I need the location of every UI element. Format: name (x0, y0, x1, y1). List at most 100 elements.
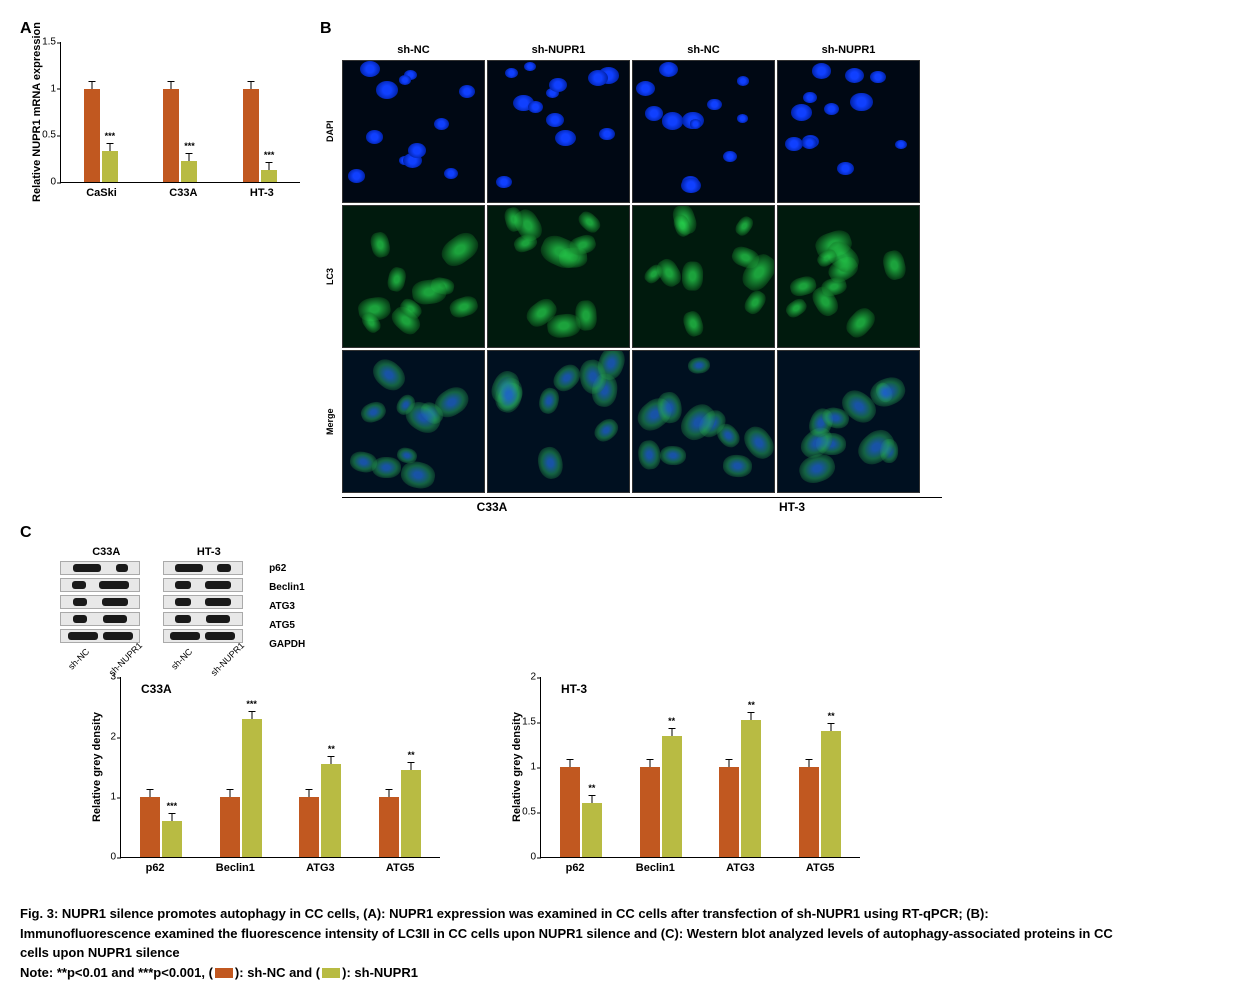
panel-a-ylabel: Relative NUPR1 mRNA expression (31, 22, 43, 202)
bar-group: *** (243, 42, 277, 182)
bar (243, 89, 259, 182)
bar (299, 797, 319, 857)
blot-row (60, 595, 153, 609)
bar: ** (401, 770, 421, 857)
blot-band (170, 632, 200, 640)
ytick: 2 (511, 672, 536, 683)
bar: *** (181, 161, 197, 182)
blot-band (102, 598, 128, 606)
bar-group: ** (799, 677, 841, 857)
microscopy-image (342, 205, 485, 348)
micro-row-label: LC3 (320, 205, 340, 348)
bar: ** (741, 720, 761, 857)
bar-group: *** (84, 42, 118, 182)
bar (379, 797, 399, 857)
figure-3: A Relative NUPR1 mRNA expression 00.511.… (20, 20, 1222, 982)
error-bar (809, 759, 810, 767)
protein-label: Beclin1 (269, 580, 305, 596)
blot-band (205, 632, 235, 640)
bar-group: ** (719, 677, 761, 857)
blot-row (163, 595, 256, 609)
error-bar (269, 162, 270, 170)
ytick: 1 (511, 762, 536, 773)
protein-label: ATG3 (269, 599, 305, 615)
western-blot: C33Ash-NCsh-NUPR1HT-3sh-NCsh-NUPR1 p62Be… (60, 546, 1222, 667)
blot-row (60, 612, 153, 626)
significance-marker: *** (167, 801, 178, 811)
microscopy-image (342, 60, 485, 203)
error-bar (591, 795, 592, 803)
error-bar (751, 712, 752, 720)
panel-b-cell-lines: C33A HT-3 (342, 497, 942, 514)
blot-strip (163, 595, 243, 609)
significance-marker: ** (588, 783, 595, 793)
microscopy-image (487, 205, 630, 348)
bar (220, 797, 240, 857)
blot-band (68, 632, 98, 640)
panel-c: C C33Ash-NCsh-NUPR1HT-3sh-NCsh-NUPR1 p62… (20, 524, 1222, 874)
error-bar (569, 759, 570, 767)
microscopy-image (487, 350, 630, 493)
ytick: 2 (91, 732, 116, 743)
bar: *** (261, 170, 277, 182)
bar-group: ** (560, 677, 602, 857)
chart-ht3-area: HT-3 Relative grey density 00.511.52****… (540, 677, 860, 858)
xlabel: ATG3 (306, 862, 335, 874)
microscopy-image (342, 350, 485, 493)
blot-strip (60, 578, 140, 592)
protein-label: ATG5 (269, 618, 305, 634)
microscopy-image (632, 60, 775, 203)
microscopy-image (632, 350, 775, 493)
significance-marker: *** (264, 150, 275, 160)
micro-col-header: sh-NC (342, 42, 485, 58)
xlabel: ATG5 (386, 862, 415, 874)
panel-a: A Relative NUPR1 mRNA expression 00.511.… (20, 20, 300, 514)
protein-label: p62 (269, 561, 305, 577)
xlabel: CaSki (86, 187, 117, 199)
bars-container: ** ** ** ** (541, 677, 860, 857)
blot-strip (60, 595, 140, 609)
blot-row (60, 561, 153, 575)
error-bar (171, 81, 172, 89)
bar-group: ** (299, 677, 341, 857)
bars-container: ********** (121, 677, 440, 857)
western-cell-line: HT-3 (163, 546, 256, 558)
blot-strip (163, 561, 243, 575)
western-column: HT-3sh-NCsh-NUPR1 (163, 546, 256, 667)
bar (719, 767, 739, 857)
blot-band (175, 564, 203, 572)
legend-swatch-shnupr1 (322, 968, 340, 978)
micro-row-label: Merge (320, 350, 340, 493)
significance-marker: ** (748, 700, 755, 710)
micro-col-header: sh-NUPR1 (777, 42, 920, 58)
error-bar (649, 759, 650, 767)
blot-strip (163, 612, 243, 626)
protein-label: GAPDH (269, 637, 305, 653)
ytick: 0.5 (511, 807, 536, 818)
significance-marker: *** (246, 699, 257, 709)
bar (799, 767, 819, 857)
legend-mid: ): sh-NC and ( (235, 965, 320, 980)
panel-a-label: A (20, 20, 300, 38)
xlabel: ATG5 (806, 862, 835, 874)
ytick: 1 (31, 83, 56, 94)
bar-group: ** (379, 677, 421, 857)
bar-group: *** (163, 42, 197, 182)
cell-line-c33a: C33A (342, 498, 642, 514)
microscopy-image (632, 205, 775, 348)
blot-band (116, 564, 128, 572)
xlabel: p62 (146, 862, 165, 874)
bar (640, 767, 660, 857)
blot-band (205, 581, 231, 589)
chart-c33a-ylabel: Relative grey density (91, 712, 103, 822)
microscopy-image (777, 60, 920, 203)
panel-b-label: B (320, 20, 1222, 38)
micro-col-header: sh-NUPR1 (487, 42, 630, 58)
blot-strip (60, 561, 140, 575)
bar: *** (242, 719, 262, 857)
panel-a-chart-area: Relative NUPR1 mRNA expression 00.511.5*… (60, 42, 300, 183)
panel-c-charts: C33A Relative grey density 0123*********… (80, 677, 1222, 874)
western-protein-labels: p62 Beclin1 ATG3 ATG5 GAPDH (265, 546, 305, 667)
legend-swatch-shnc (215, 968, 233, 978)
error-bar (171, 813, 172, 821)
